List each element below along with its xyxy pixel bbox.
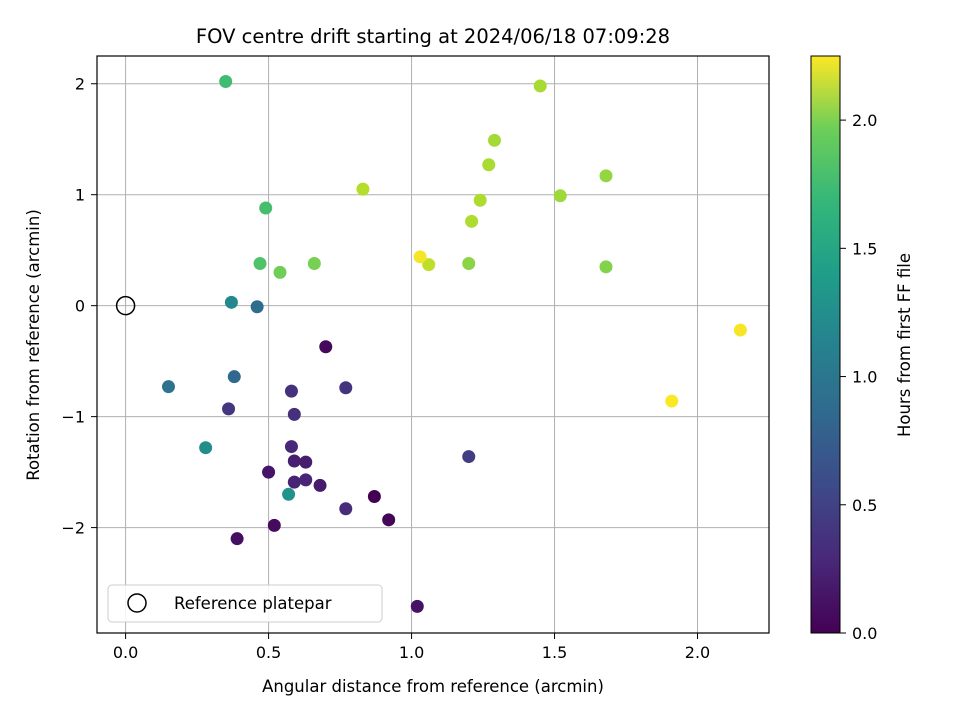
data-point	[287, 407, 301, 421]
data-point	[319, 340, 333, 354]
data-point	[287, 454, 301, 468]
data-point	[599, 169, 613, 183]
data-point	[253, 256, 267, 270]
data-point	[473, 193, 487, 207]
data-point	[230, 532, 244, 546]
data-point	[299, 473, 313, 487]
plot-frame	[96, 55, 770, 634]
legend-box	[107, 584, 383, 623]
data-point	[284, 384, 298, 398]
data-point	[262, 465, 276, 479]
y-axis-ticks: −2 −1 0 1 2	[61, 75, 97, 538]
data-point	[462, 256, 476, 270]
data-point	[733, 323, 747, 337]
colorbar-tick-label: 0.0	[852, 624, 877, 643]
data-point	[161, 380, 175, 394]
colorbar-tick-label: 0.5	[852, 496, 877, 515]
x-tick-label: 2.0	[685, 643, 710, 662]
legend-reference-icon	[127, 593, 147, 613]
data-point	[533, 79, 547, 93]
x-tick-label: 1.0	[399, 643, 424, 662]
data-point	[284, 440, 298, 454]
data-point	[273, 265, 287, 279]
y-tick-label: 1	[75, 186, 85, 205]
colorbar-ticks: 0.0 0.5 1.0 1.5 2.0	[840, 111, 877, 643]
x-tick-label: 0.0	[113, 643, 138, 662]
chart-title: FOV centre drift starting at 2024/06/18 …	[196, 25, 670, 48]
colorbar-label: Hours from first FF file	[895, 253, 914, 437]
data-point	[222, 402, 236, 416]
x-tick-label: 0.5	[256, 643, 281, 662]
y-tick-label: −1	[61, 408, 85, 427]
data-point	[224, 295, 238, 309]
reference-platepar-marker	[115, 295, 136, 316]
y-tick-label: 0	[75, 297, 85, 316]
data-point	[410, 599, 424, 613]
x-axis-label: Angular distance from reference (arcmin)	[262, 677, 604, 696]
data-point	[282, 487, 296, 501]
data-point	[227, 370, 241, 384]
data-point	[422, 258, 436, 272]
data-point	[462, 450, 476, 464]
y-tick-label: 2	[75, 75, 85, 94]
data-point	[356, 182, 370, 196]
y-tick-label: −2	[61, 519, 85, 538]
data-point	[553, 189, 567, 203]
data-point	[599, 260, 613, 274]
data-point	[339, 502, 353, 516]
data-point	[219, 75, 233, 89]
data-point	[665, 394, 679, 408]
data-point	[382, 513, 396, 527]
legend-entry-reference: Reference platepar	[174, 594, 332, 613]
x-gridlines	[125, 56, 699, 633]
data-point	[287, 475, 301, 489]
data-point	[299, 455, 313, 469]
data-point	[307, 256, 321, 270]
colorbar-gradient	[810, 55, 841, 634]
data-point	[339, 381, 353, 395]
data-point	[313, 478, 327, 492]
data-point	[259, 201, 273, 215]
data-point	[413, 250, 427, 264]
data-point	[199, 441, 213, 455]
colorbar-tick-label: 1.5	[852, 239, 877, 258]
data-point	[250, 300, 264, 314]
colorbar-tick-label: 2.0	[852, 111, 877, 130]
x-axis-ticks: 0.0 0.5 1.0 1.5 2.0	[113, 633, 710, 662]
data-point	[367, 490, 381, 504]
data-point	[487, 133, 501, 147]
data-point	[267, 518, 281, 532]
data-point	[482, 158, 496, 172]
legend: Reference platepar	[107, 584, 383, 623]
colorbar: 0.0 0.5 1.0 1.5 2.0 Hours from first FF file	[810, 55, 914, 643]
data-points	[161, 75, 747, 613]
colorbar-tick-label: 1.0	[852, 368, 877, 387]
data-point	[465, 214, 479, 228]
y-axis-label: Rotation from reference (arcmin)	[24, 209, 43, 481]
x-tick-label: 1.5	[542, 643, 567, 662]
y-gridlines	[97, 83, 769, 529]
